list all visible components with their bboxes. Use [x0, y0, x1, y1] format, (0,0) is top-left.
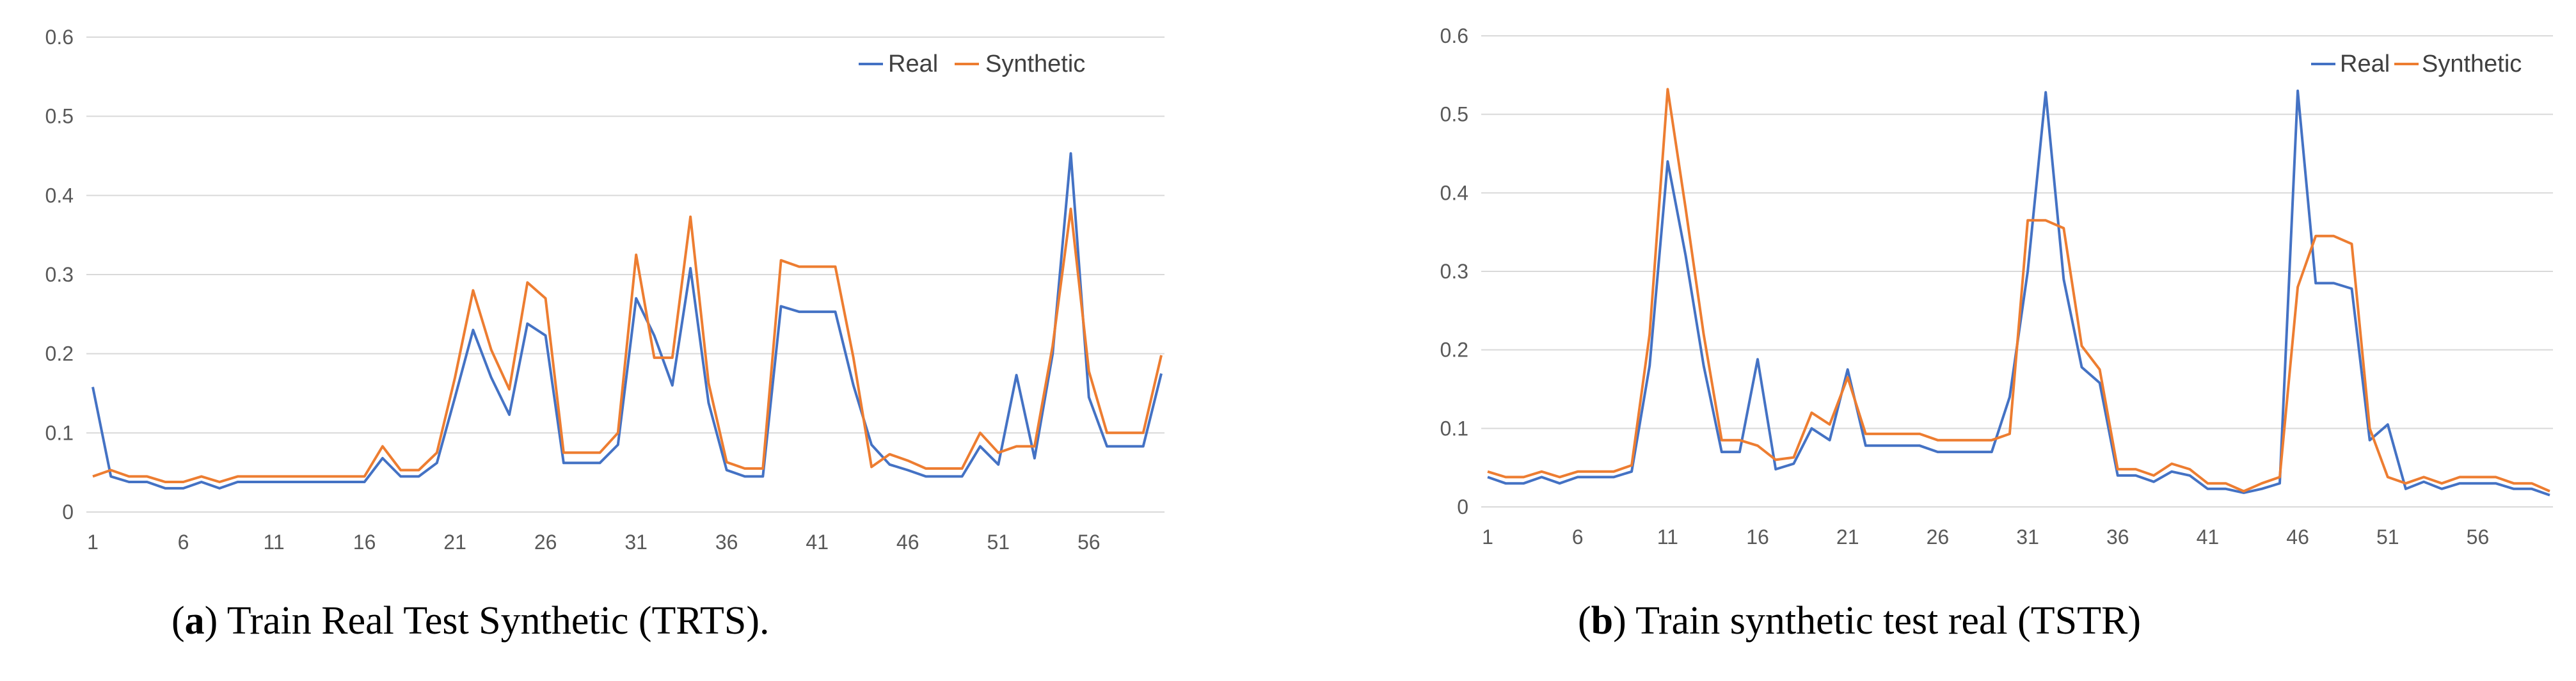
x-tick-label: 46 — [896, 531, 919, 554]
series-line-real — [91, 152, 1163, 490]
y-tick-label: 0.4 — [45, 184, 74, 207]
x-tick-label: 21 — [443, 531, 466, 554]
series-line-real — [1487, 89, 2550, 497]
legend-label-synthetic: Synthetic — [2422, 51, 2522, 77]
caption-label-b: b — [1591, 599, 1614, 643]
x-tick-label: 36 — [715, 531, 738, 554]
y-tick-label: 0.6 — [45, 26, 74, 49]
x-tick-label: 36 — [2106, 525, 2129, 549]
caption-label-a: a — [184, 599, 205, 643]
caption-text-a: Train Real Test Synthetic (TRTS). — [218, 599, 770, 643]
y-tick-label: 0.1 — [45, 421, 74, 444]
chart-trts: 00.10.20.30.40.50.61 6 11 16 21 26 31 36 41 46 51 5… — [45, 26, 1165, 554]
x-tick-label: 11 — [263, 531, 284, 554]
series-line-synthetic — [1487, 88, 2550, 493]
y-tick-label: 0.4 — [1440, 181, 1468, 204]
x-tick-label: 46 — [2286, 525, 2309, 549]
series-line-synthetic — [92, 207, 1163, 483]
legend-label-real: Real — [2340, 51, 2390, 77]
y-tick-label: 0.5 — [45, 105, 74, 128]
x-tick-label: 16 — [1746, 525, 1769, 549]
x-tick-label: 26 — [1927, 525, 1950, 549]
y-tick-label: 0 — [62, 501, 74, 524]
caption-text-b: Train synthetic test real (TSTR) — [1626, 599, 2141, 643]
x-tick-label: 56 — [2467, 525, 2490, 549]
legend-label-synthetic: Synthetic — [985, 51, 1085, 77]
y-tick-label: 0.5 — [1440, 103, 1468, 126]
x-tick-label: 31 — [624, 531, 648, 554]
chart-tstr: 00.10.20.30.40.50.61 6 11 16 21 26 31 36 41 46 51 5… — [1440, 24, 2553, 549]
y-tick-label: 0.2 — [1440, 339, 1468, 362]
x-tick-label: 6 — [178, 531, 189, 554]
y-tick-label: 0.6 — [1440, 24, 1468, 47]
x-tick-label: 41 — [806, 531, 829, 554]
x-tick-label: 31 — [2016, 525, 2039, 549]
y-tick-label: 0.1 — [1440, 417, 1468, 440]
y-tick-label: 0.3 — [1440, 260, 1468, 283]
caption-trts: (a) Train Real Test Synthetic (TRTS). — [171, 599, 770, 643]
x-tick-label: 11 — [1657, 525, 1678, 549]
y-tick-label: 0.2 — [45, 342, 74, 365]
x-tick-label: 56 — [1077, 531, 1101, 554]
x-tick-label: 51 — [2376, 525, 2399, 549]
x-tick-label: 21 — [1836, 525, 1859, 549]
x-tick-label: 26 — [534, 531, 557, 554]
x-tick-label: 1 — [87, 531, 99, 554]
x-tick-label: 16 — [353, 531, 376, 554]
x-tick-label: 1 — [1482, 525, 1493, 549]
x-tick-label: 6 — [1572, 525, 1584, 549]
x-tick-label: 51 — [987, 531, 1010, 554]
legend-label-real: Real — [888, 51, 938, 77]
y-tick-label: 0 — [1457, 495, 1468, 518]
y-tick-label: 0.3 — [45, 263, 74, 286]
caption-tstr: (b) Train synthetic test real (TSTR) — [1578, 599, 2141, 643]
x-tick-label: 41 — [2197, 525, 2220, 549]
